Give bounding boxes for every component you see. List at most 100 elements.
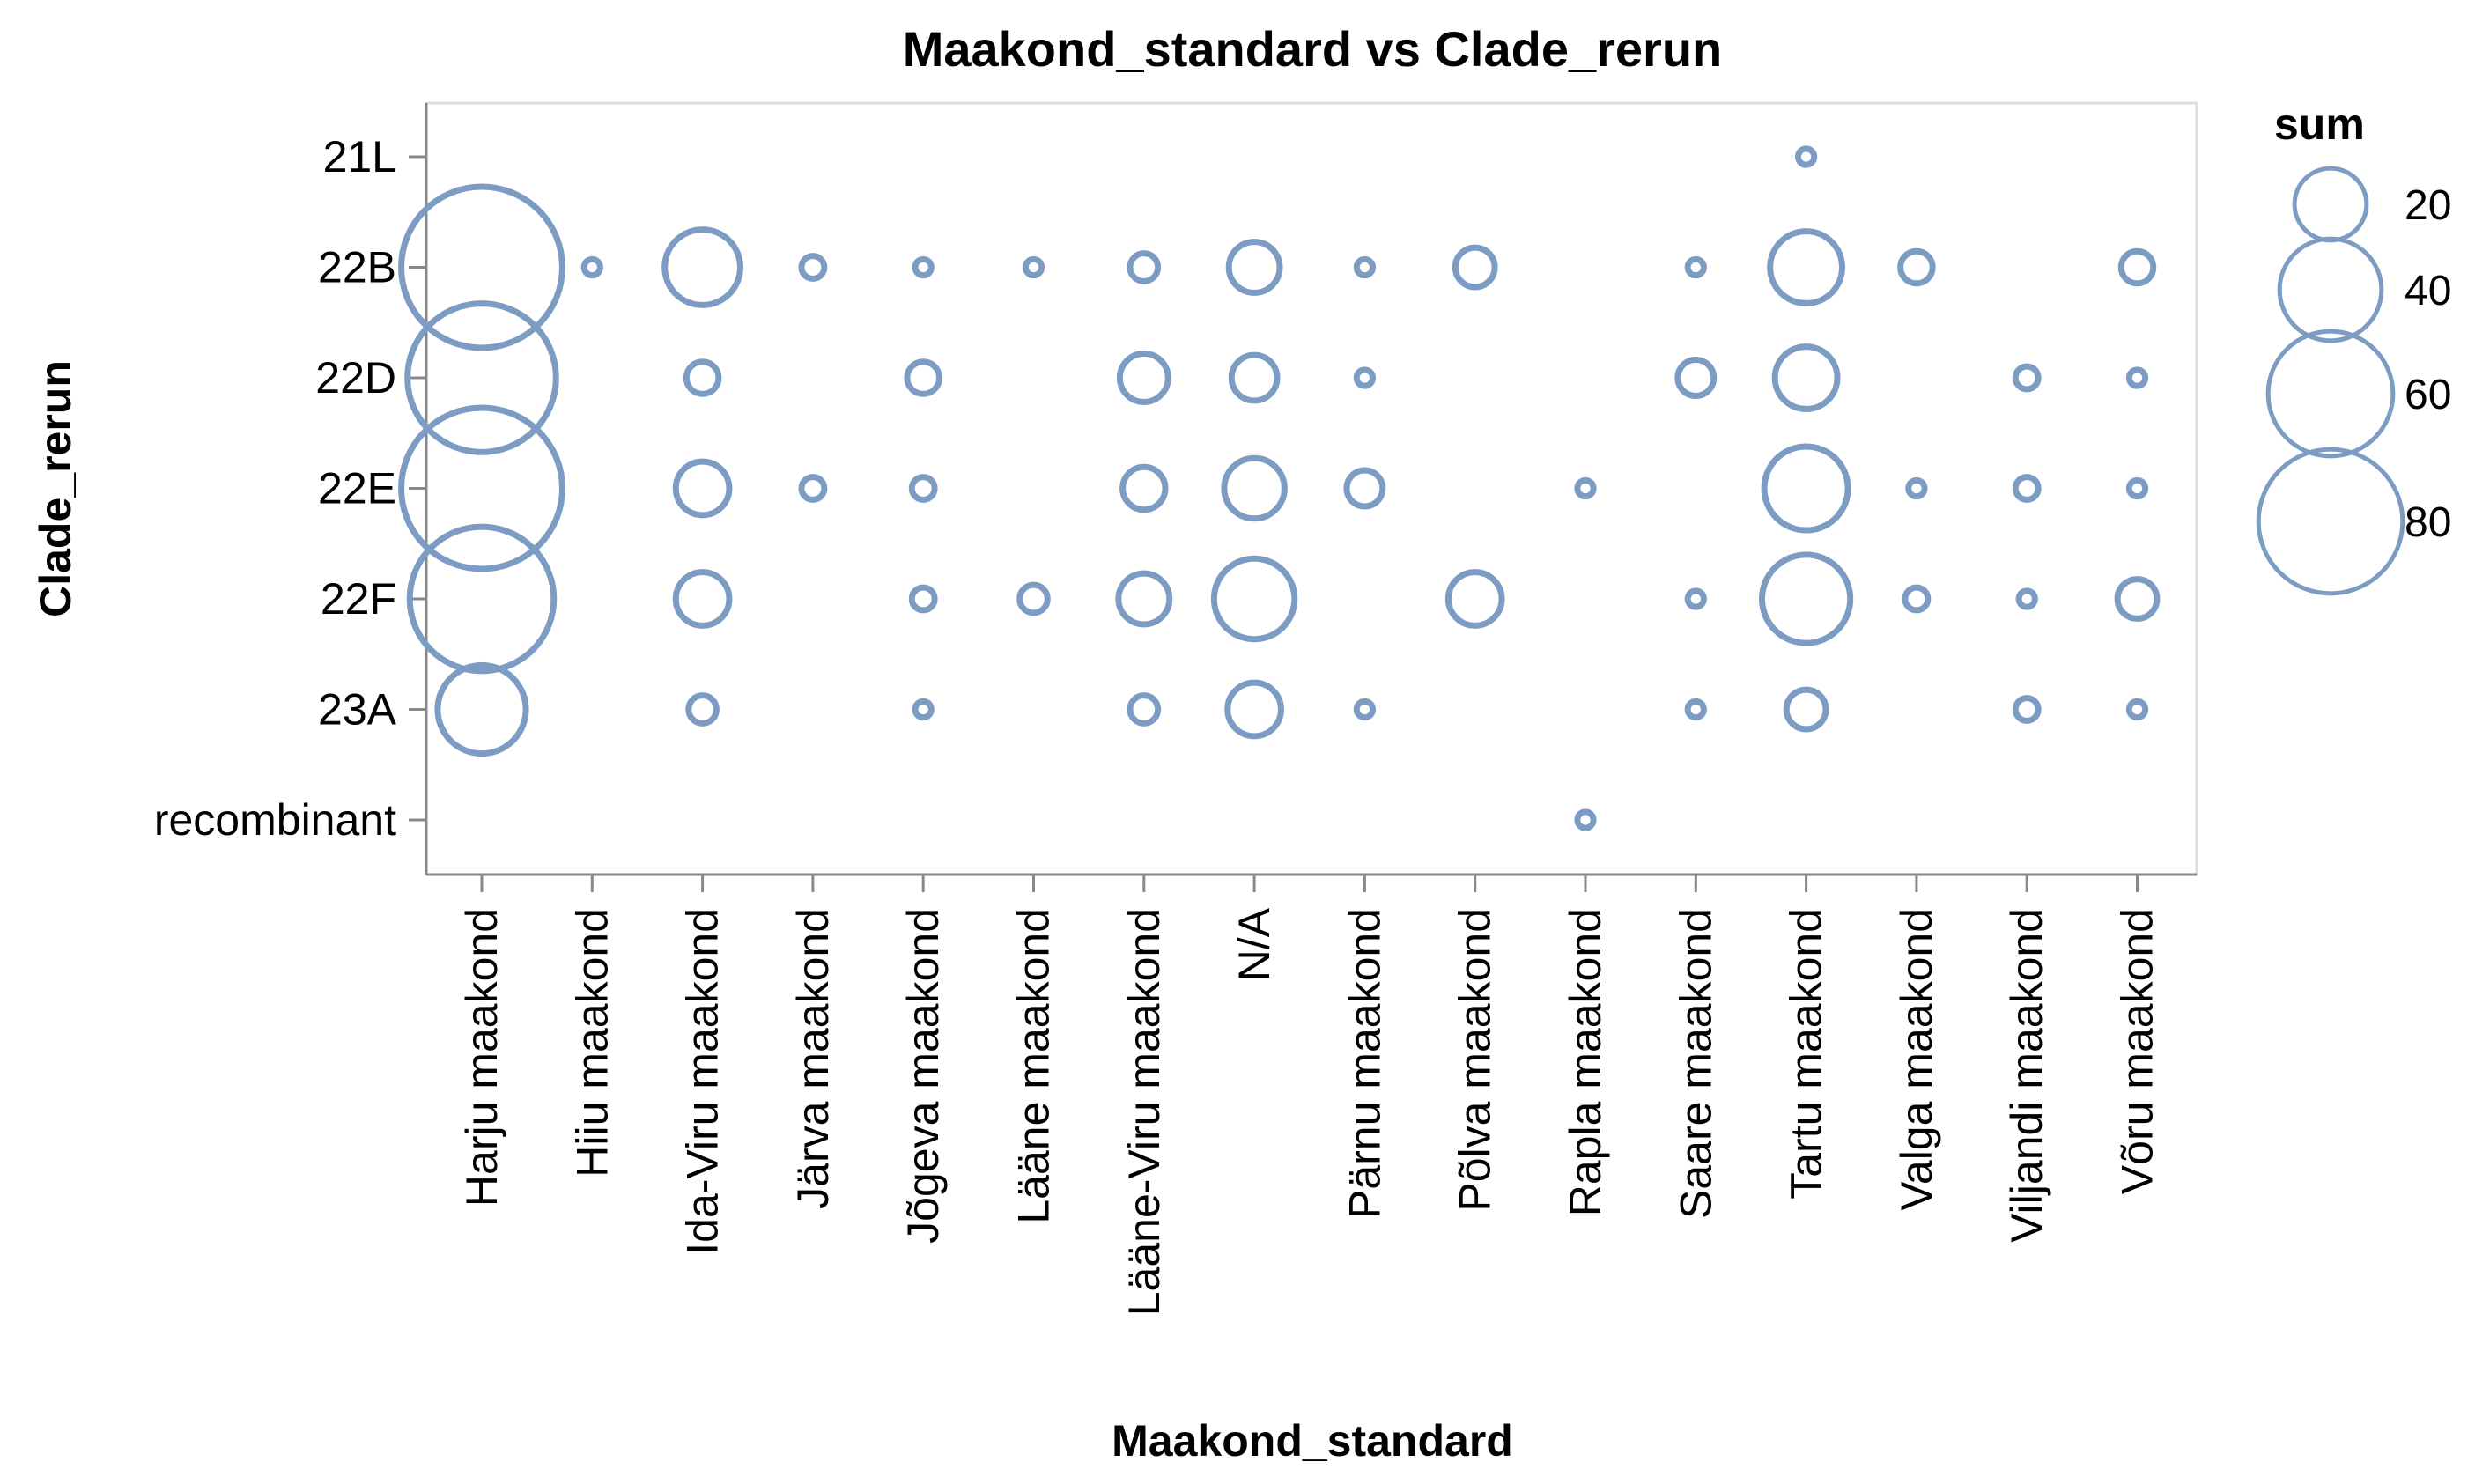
y-axis: 21L 22B 22D 22E 22F 23A recombinant xyxy=(154,132,426,845)
legend-label-80: 80 xyxy=(2405,499,2451,546)
point-jogeva-maakond-22b xyxy=(912,255,935,279)
y-tick-label-22e: 22E xyxy=(318,464,396,513)
point-saare-maakond-22b xyxy=(1684,255,1707,279)
point-ida-viru-maakond-22f xyxy=(672,569,733,629)
x-tick-label-valga-maakond: Valga maakond xyxy=(1892,908,1941,1211)
point-valga-maakond-22e xyxy=(1905,476,1928,500)
x-tick-label-laane-maakond: Lääne maakond xyxy=(1009,908,1059,1224)
point-laane-viru-maakond-23a xyxy=(1127,692,1162,727)
point-ida-viru-maakond-22b xyxy=(661,226,744,308)
legend-title: sum xyxy=(2274,100,2365,149)
point-tartu-maakond-22e xyxy=(1761,443,1851,534)
point-jogeva-maakond-22e xyxy=(908,474,938,503)
point-tartu-maakond-22b xyxy=(1767,228,1846,306)
point-laane-viru-maakond-22e xyxy=(1119,463,1169,513)
point-rapla-maakond-recombinant xyxy=(1574,808,1597,831)
point-jogeva-maakond-22d xyxy=(904,358,942,397)
point-rapla-maakond-22e xyxy=(1574,476,1597,500)
point-n-a-22e xyxy=(1221,454,1288,522)
x-tick-label-hiiu-maakond: Hiiu maakond xyxy=(567,908,617,1178)
legend-symbol-60 xyxy=(2265,329,2396,459)
point-voru-maakond-22f xyxy=(2114,576,2161,622)
point-parnu-maakond-22d xyxy=(1353,366,1377,389)
point-laane-viru-maakond-22d xyxy=(1116,351,1171,405)
x-tick-label-n-a: N/A xyxy=(1230,907,1279,981)
y-tick-label-21l: 21L xyxy=(323,132,396,181)
point-laane-viru-maakond-22f xyxy=(1115,570,1173,628)
plot-area xyxy=(425,101,2198,876)
x-tick-label-parnu-maakond: Pärnu maakond xyxy=(1340,908,1389,1219)
point-harju-maakond-22b xyxy=(398,183,565,351)
legend-label-40: 40 xyxy=(2405,268,2451,314)
x-tick-label-tartu-maakond: Tartu maakond xyxy=(1782,908,1831,1200)
point-viljandi-maakond-22d xyxy=(2012,363,2042,393)
point-tartu-maakond-23a xyxy=(1783,686,1829,733)
y-tick-label-23a: 23A xyxy=(318,685,397,735)
point-laane-maakond-22b xyxy=(1022,255,1045,279)
x-tick-label-rapla-maakond: Rapla maakond xyxy=(1561,908,1610,1216)
y-tick-label-22d: 22D xyxy=(315,353,396,402)
point-jarva-maakond-22e xyxy=(798,474,828,503)
x-tick-label-viljandi-maakond: Viljandi maakond xyxy=(2002,908,2051,1243)
point-voru-maakond-22b xyxy=(2117,247,2157,287)
point-valga-maakond-22b xyxy=(1897,247,1936,287)
point-n-a-22d xyxy=(1228,351,1281,404)
point-parnu-maakond-23a xyxy=(1353,698,1377,721)
point-parnu-maakond-22e xyxy=(1343,467,1386,510)
point-viljandi-maakond-23a xyxy=(2012,695,2042,724)
y-tick-label-22b: 22B xyxy=(318,243,396,292)
point-voru-maakond-22d xyxy=(2125,366,2149,389)
point-parnu-maakond-22b xyxy=(1353,255,1377,279)
legend-symbol-80 xyxy=(2256,447,2405,596)
y-tick-label-22f: 22F xyxy=(321,574,396,624)
point-voru-maakond-23a xyxy=(2125,698,2149,721)
x-tick-label-voru-maakond: Võru maakond xyxy=(2113,908,2162,1194)
legend-symbol-40 xyxy=(2277,236,2384,343)
point-harju-maakond-22e xyxy=(398,404,565,572)
x-axis: Harju maakond Hiiu maakond Ida-Viru maakon… xyxy=(457,875,2162,1316)
point-polva-maakond-22f xyxy=(1444,569,1505,629)
x-tick-label-jogeva-maakond: Jõgeva maakond xyxy=(898,908,948,1244)
x-tick-label-saare-maakond: Saare maakond xyxy=(1671,908,1720,1219)
point-voru-maakond-22e xyxy=(2125,476,2149,500)
point-saare-maakond-22f xyxy=(1684,587,1707,610)
x-tick-label-harju-maakond: Harju maakond xyxy=(457,908,506,1207)
legend-label-20: 20 xyxy=(2405,182,2451,229)
point-jogeva-maakond-22f xyxy=(908,584,938,614)
point-laane-maakond-22f xyxy=(1016,581,1051,616)
point-saare-maakond-22d xyxy=(1674,357,1718,399)
point-ida-viru-maakond-23a xyxy=(685,692,720,727)
point-n-a-22b xyxy=(1225,239,1283,296)
point-ida-viru-maakond-22e xyxy=(672,458,733,519)
x-tick-label-ida-viru-maakond: Ida-Viru maakond xyxy=(678,908,728,1255)
point-jogeva-maakond-23a xyxy=(912,698,935,721)
x-tick-label-jarva-maakond: Järva maakond xyxy=(788,908,838,1209)
legend-label-60: 60 xyxy=(2405,372,2451,418)
point-valga-maakond-22f xyxy=(1902,584,1932,614)
y-axis-title: Clade_rerun xyxy=(31,360,80,617)
point-tartu-maakond-22d xyxy=(1771,343,1841,412)
point-harju-maakond-22d xyxy=(404,300,559,455)
legend-symbol-20 xyxy=(2292,166,2369,243)
x-axis-title: Maakond_standard xyxy=(1112,1416,1513,1466)
point-viljandi-maakond-22f xyxy=(2015,587,2038,610)
point-harju-maakond-22f xyxy=(406,523,558,675)
chart-title: Maakond_standard vs Clade_rerun xyxy=(903,21,1723,77)
point-jarva-maakond-22b xyxy=(798,253,828,282)
data-points xyxy=(398,145,2161,831)
point-hiiu-maakond-22b xyxy=(580,255,603,279)
point-tartu-maakond-22f xyxy=(1759,551,1854,646)
point-polva-maakond-22b xyxy=(1452,244,1498,291)
point-ida-viru-maakond-22d xyxy=(683,358,722,397)
point-n-a-22f xyxy=(1210,555,1298,643)
point-n-a-23a xyxy=(1224,679,1284,740)
point-tartu-maakond-21l xyxy=(1794,145,1818,168)
legend: sum 20 40 60 80 xyxy=(2256,100,2451,596)
point-harju-maakond-23a xyxy=(434,661,529,757)
y-tick-label-recombinant: recombinant xyxy=(154,795,396,845)
point-saare-maakond-23a xyxy=(1684,698,1707,721)
point-viljandi-maakond-22e xyxy=(2012,474,2042,503)
x-tick-label-polva-maakond: Põlva maakond xyxy=(1451,908,1500,1212)
point-laane-viru-maakond-22b xyxy=(1127,250,1162,284)
